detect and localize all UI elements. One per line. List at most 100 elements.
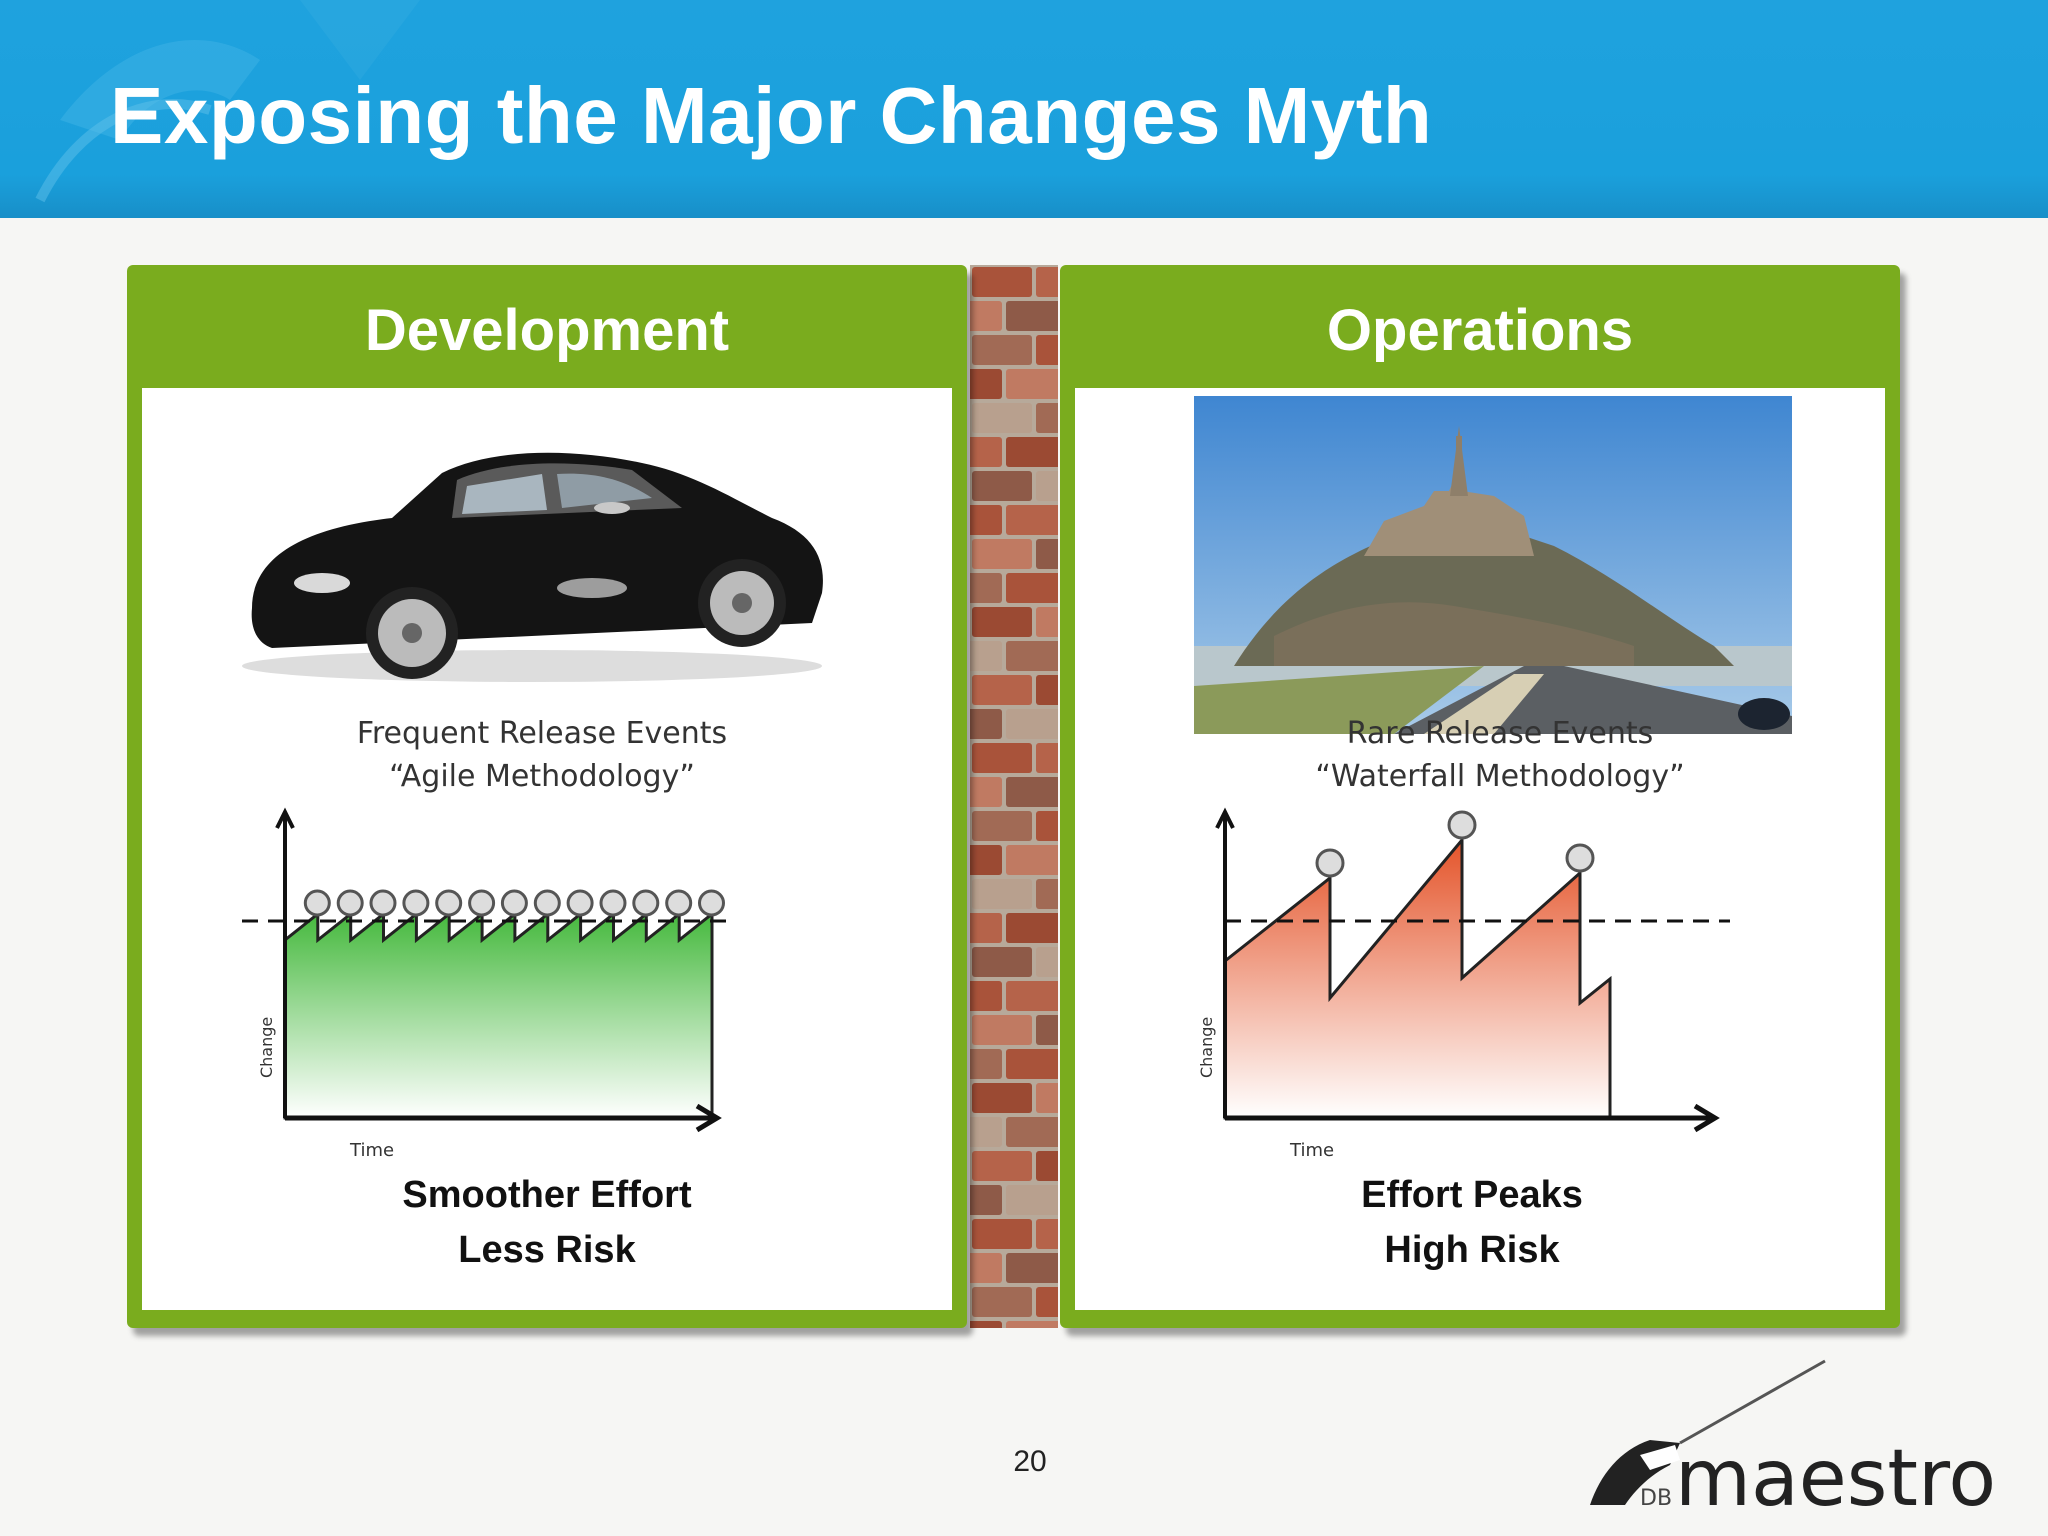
development-caption-line2: Less Risk: [458, 1229, 636, 1271]
brick: [972, 947, 1032, 977]
agile-release-marker: [468, 889, 496, 917]
brick: [1006, 845, 1058, 875]
brick: [970, 709, 1002, 739]
agile-chart-title-line2: “Agile Methodology”: [389, 759, 695, 794]
brick: [1006, 1117, 1058, 1147]
waterfall-effort-area: [1223, 835, 1612, 1120]
brick: [970, 981, 1002, 1011]
brick: [972, 335, 1032, 365]
brick: [970, 913, 1002, 943]
development-title: Development: [364, 298, 730, 363]
waterfall-x-arrow-icon: [1693, 1103, 1720, 1133]
agile-chart: Frequent Release Events “Agile Methodolo…: [242, 716, 732, 1161]
mont-saint-michel-photo: [1194, 396, 1792, 734]
brick: [970, 1185, 1002, 1215]
agile-y-arrow-icon: [275, 807, 295, 829]
brick: [1006, 1321, 1058, 1328]
agile-effort-area: [283, 910, 714, 1120]
waterfall-chart: Rare Release Events “Waterfall Methodolo…: [1197, 716, 1730, 1161]
brick: [1036, 743, 1058, 773]
brick: [1006, 981, 1058, 1011]
brick: [970, 573, 1002, 603]
brick: [1036, 1219, 1058, 1249]
brick: [1006, 437, 1058, 467]
development-panel-body: Frequent Release Events “Agile Methodolo…: [142, 388, 952, 1310]
agile-chart-title-line1: Frequent Release Events: [357, 716, 727, 751]
agile-release-marker: [500, 889, 528, 917]
brick: [1036, 811, 1058, 841]
brick: [972, 539, 1032, 569]
waterfall-chart-title-line1: Rare Release Events: [1347, 716, 1654, 751]
waterfall-release-marker: [1315, 848, 1345, 878]
agile-release-marker: [533, 889, 561, 917]
brick: [972, 267, 1032, 297]
brick: [970, 301, 1002, 331]
agile-x-arrow-icon: [695, 1103, 722, 1133]
waterfall-release-marker: [1447, 810, 1477, 840]
brick-wall-image: [970, 265, 1058, 1328]
brick: [1006, 1049, 1058, 1079]
development-caption: Smoother Effort Less Risk: [297, 1168, 797, 1278]
operations-title: Operations: [1326, 298, 1634, 363]
brick: [1036, 1151, 1058, 1181]
brick: [1006, 301, 1058, 331]
agile-release-marker: [369, 889, 397, 917]
brick: [1036, 947, 1058, 977]
logo-prefix: DB: [1640, 1486, 1672, 1511]
brick: [1036, 1287, 1058, 1317]
brick: [970, 505, 1002, 535]
operations-panel-body: Rare Release Events “Waterfall Methodolo…: [1075, 388, 1885, 1310]
brick: [1036, 267, 1058, 297]
brick: [972, 1287, 1032, 1317]
brick: [972, 1219, 1032, 1249]
waterfall-x-label: Time: [1289, 1140, 1334, 1161]
page-number: 20: [1013, 1445, 1047, 1478]
brick: [1006, 1185, 1058, 1215]
development-panel: Development: [127, 265, 967, 1328]
brick: [1036, 1083, 1058, 1113]
dbmaestro-logo: DB maestro: [1590, 1359, 1996, 1515]
brick: [1036, 403, 1058, 433]
agile-release-marker: [303, 889, 331, 917]
agile-release-marker: [566, 889, 594, 917]
waterfall-y-arrow-icon: [1215, 807, 1235, 829]
agile-release-marker: [665, 889, 693, 917]
agile-release-marker: [402, 889, 430, 917]
agile-release-marker: [435, 889, 463, 917]
waterfall-y-label: Change: [1197, 1017, 1216, 1078]
brick: [1036, 471, 1058, 501]
brick: [1006, 369, 1058, 399]
brick: [1006, 573, 1058, 603]
brick: [972, 675, 1032, 705]
brick: [1036, 675, 1058, 705]
development-caption-line1: Smoother Effort: [402, 1174, 692, 1216]
brick: [1006, 709, 1058, 739]
brick: [1036, 539, 1058, 569]
brick: [972, 743, 1032, 773]
slide-title: Exposing the Major Changes Myth: [110, 71, 1433, 160]
brick: [972, 879, 1032, 909]
brick-wall-divider: [970, 265, 1058, 1328]
brick: [972, 1083, 1032, 1113]
brick: [1006, 777, 1058, 807]
operations-caption-line2: High Risk: [1384, 1229, 1560, 1271]
logo-wordmark: maestro: [1675, 1434, 1996, 1515]
brick: [1036, 1015, 1058, 1045]
header-decoration: [35, 0, 420, 203]
agile-release-marker: [632, 889, 660, 917]
brick: [1006, 1253, 1058, 1283]
brick: [972, 607, 1032, 637]
agile-release-marker: [599, 889, 627, 917]
waterfall-chart-title-line2: “Waterfall Methodology”: [1315, 759, 1684, 794]
operations-caption: Effort Peaks High Risk: [1222, 1168, 1722, 1278]
brick: [970, 437, 1002, 467]
operations-panel: Operations: [1060, 265, 1900, 1328]
slide-header: Exposing the Major Changes Myth: [0, 0, 2048, 218]
brick: [1036, 607, 1058, 637]
brick: [970, 641, 1002, 671]
development-panel-header: Development: [127, 265, 967, 388]
brick: [970, 1253, 1002, 1283]
agile-y-label: Change: [257, 1017, 276, 1078]
sports-car-photo: [242, 452, 823, 682]
brick: [972, 1151, 1032, 1181]
